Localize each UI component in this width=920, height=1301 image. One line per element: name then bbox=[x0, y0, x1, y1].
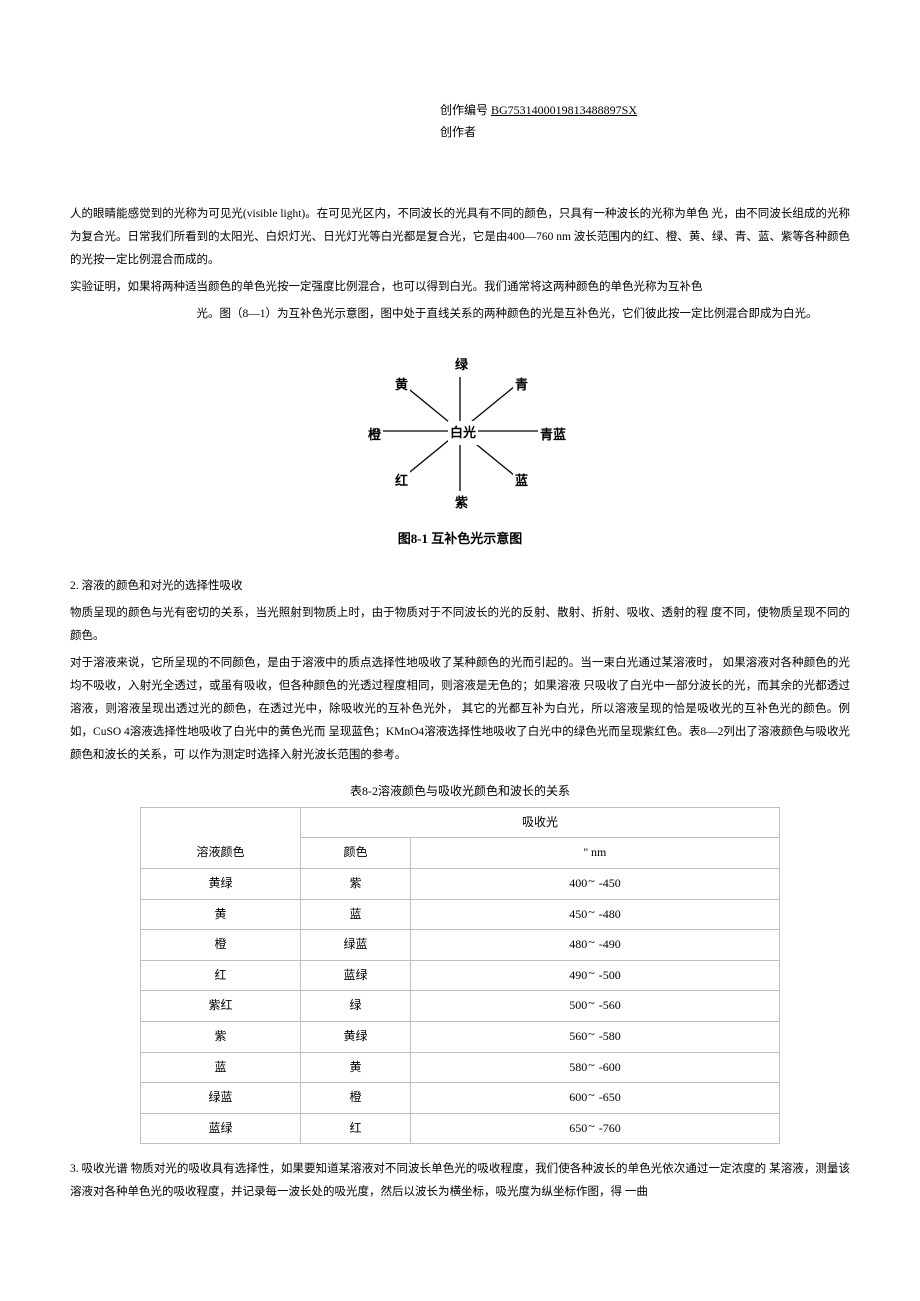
diagram-node-r: 青蓝 bbox=[538, 423, 568, 446]
color-table: 溶液颜色 吸收光 颜色 '' nm 黄绿紫400~ -450黄蓝450~ -48… bbox=[140, 807, 780, 1145]
cell-wavelength: 450~ -480 bbox=[411, 899, 780, 930]
cell-sol-color: 黄 bbox=[141, 899, 301, 930]
cell-wavelength: 560~ -580 bbox=[411, 1021, 780, 1052]
cell-wavelength: 500~ -560 bbox=[411, 991, 780, 1022]
para-3: 物质呈现的颜色与光有密切的关系，当光照射到物质上时，由于物质对于不同波长的光的反… bbox=[70, 602, 850, 648]
th-abs-wl: '' nm bbox=[411, 838, 780, 869]
cell-abs-color: 紫 bbox=[301, 868, 411, 899]
cell-abs-color: 绿蓝 bbox=[301, 930, 411, 961]
cell-sol-color: 紫 bbox=[141, 1021, 301, 1052]
para-4: 对于溶液来说，它所呈现的不同颜色，是由于溶液中的质点选择性地吸收了某种颜色的光而… bbox=[70, 652, 850, 767]
cell-abs-color: 蓝绿 bbox=[301, 960, 411, 991]
diagram-node-center: 白光 bbox=[448, 421, 478, 444]
table-row: 蓝绿红650~ -760 bbox=[141, 1113, 780, 1144]
table-row: 蓝黄580~ -600 bbox=[141, 1052, 780, 1083]
table-row: 红蓝绿490~ -500 bbox=[141, 960, 780, 991]
diagram-node-bottom: 紫 bbox=[453, 491, 470, 514]
section-2-heading: 2. 溶液的颜色和对光的选择性吸收 bbox=[70, 575, 850, 598]
diagram-wrap: 白光 绿 青 青蓝 蓝 紫 红 橙 黄 图8-1 互补色光示意图 bbox=[70, 351, 850, 550]
doc-header: 创作编号 BG7531400019813488897SX 创作者 bbox=[440, 100, 850, 143]
table-row: 绿蓝橙600~ -650 bbox=[141, 1083, 780, 1114]
cell-abs-color: 绿 bbox=[301, 991, 411, 1022]
cell-sol-color: 紫红 bbox=[141, 991, 301, 1022]
cell-sol-color: 蓝 bbox=[141, 1052, 301, 1083]
cell-sol-color: 绿蓝 bbox=[141, 1083, 301, 1114]
cell-sol-color: 黄绿 bbox=[141, 868, 301, 899]
table-row: 橙绿蓝480~ -490 bbox=[141, 930, 780, 961]
cell-abs-color: 黄 bbox=[301, 1052, 411, 1083]
cell-wavelength: 650~ -760 bbox=[411, 1113, 780, 1144]
cell-wavelength: 580~ -600 bbox=[411, 1052, 780, 1083]
table-row: 黄蓝450~ -480 bbox=[141, 899, 780, 930]
table-row: 紫黄绿560~ -580 bbox=[141, 1021, 780, 1052]
table-head: 溶液颜色 吸收光 颜色 '' nm bbox=[141, 807, 780, 868]
diagram-caption: 图8-1 互补色光示意图 bbox=[70, 527, 850, 550]
cell-abs-color: 橙 bbox=[301, 1083, 411, 1114]
creator-line: 创作者 bbox=[440, 122, 850, 144]
complementary-color-diagram: 白光 绿 青 青蓝 蓝 紫 红 橙 黄 bbox=[350, 351, 570, 511]
cell-sol-color: 红 bbox=[141, 960, 301, 991]
diagram-node-tr: 青 bbox=[513, 373, 530, 396]
diagram-node-tl: 黄 bbox=[393, 373, 410, 396]
th-abs-group: 吸收光 bbox=[301, 807, 780, 838]
cell-abs-color: 红 bbox=[301, 1113, 411, 1144]
table-caption: 表8-2溶液颜色与吸收光颜色和波长的关系 bbox=[70, 781, 850, 803]
diagram-node-br: 蓝 bbox=[513, 469, 530, 492]
table-row: 黄绿紫400~ -450 bbox=[141, 868, 780, 899]
cell-wavelength: 480~ -490 bbox=[411, 930, 780, 961]
section-2: 2. 溶液的颜色和对光的选择性吸收 物质呈现的颜色与光有密切的关系，当光照射到物… bbox=[70, 575, 850, 767]
cell-sol-color: 橙 bbox=[141, 930, 301, 961]
para-5: 3. 吸收光谱 物质对光的吸收具有选择性，如果要知道某溶液对不同波长单色光的吸收… bbox=[70, 1158, 850, 1204]
cell-abs-color: 蓝 bbox=[301, 899, 411, 930]
cell-wavelength: 490~ -500 bbox=[411, 960, 780, 991]
diagram-node-top: 绿 bbox=[453, 353, 470, 376]
create-no-label: 创作编号 bbox=[440, 103, 488, 117]
para-2b: 光。图（8—1）为互补色光示意图，图中处于直线关系的两种颜色的光是互补色光，它们… bbox=[70, 303, 850, 326]
create-no-code: BG7531400019813488897SX bbox=[491, 103, 637, 117]
th-abs-color: 颜色 bbox=[301, 838, 411, 869]
para-2a: 实验证明，如果将两种适当颜色的单色光按一定强度比例混合，也可以得到白光。我们通常… bbox=[70, 276, 850, 299]
table-body: 黄绿紫400~ -450黄蓝450~ -480橙绿蓝480~ -490红蓝绿49… bbox=[141, 868, 780, 1143]
create-no-line: 创作编号 BG7531400019813488897SX bbox=[440, 100, 850, 122]
section-3: 3. 吸收光谱 物质对光的吸收具有选择性，如果要知道某溶液对不同波长单色光的吸收… bbox=[70, 1158, 850, 1204]
table-header-row-1: 溶液颜色 吸收光 bbox=[141, 807, 780, 838]
diagram-node-bl: 红 bbox=[393, 469, 410, 492]
cell-wavelength: 400~ -450 bbox=[411, 868, 780, 899]
diagram-node-l: 橙 bbox=[366, 423, 383, 446]
body-text: 人的眼睛能感觉到的光称为可见光(visible light)。在可见光区内，不同… bbox=[70, 203, 850, 326]
cell-wavelength: 600~ -650 bbox=[411, 1083, 780, 1114]
table-row: 紫红绿500~ -560 bbox=[141, 991, 780, 1022]
cell-abs-color: 黄绿 bbox=[301, 1021, 411, 1052]
cell-sol-color: 蓝绿 bbox=[141, 1113, 301, 1144]
para-1: 人的眼睛能感觉到的光称为可见光(visible light)。在可见光区内，不同… bbox=[70, 203, 850, 272]
th-sol-color: 溶液颜色 bbox=[141, 807, 301, 868]
